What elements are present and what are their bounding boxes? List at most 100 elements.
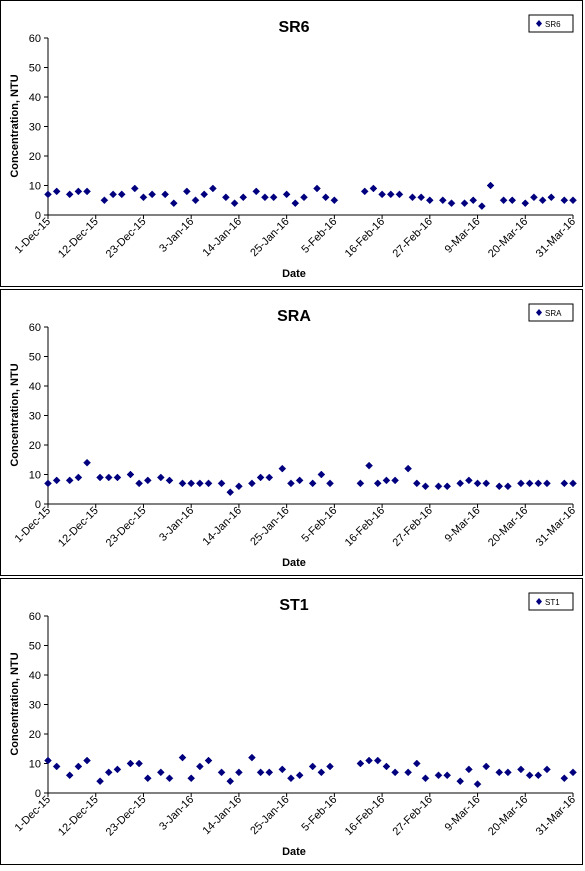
chart-panel-st1: ST1 0 10 20 30 40 50 60 1-Dec-15 12-Dec-15 23-Dec-…	[0, 578, 583, 865]
x-tick-label: 31-Mar-16	[534, 505, 578, 549]
data-point	[382, 476, 391, 485]
data-point	[391, 768, 399, 777]
x-tick-label: 31-Mar-16	[534, 794, 578, 838]
data-point	[300, 193, 308, 202]
y-tick-label: 30	[29, 700, 41, 712]
x-tick-label: 9-Mar-16	[443, 505, 483, 545]
data-point	[83, 756, 91, 765]
data-point	[96, 777, 104, 786]
y-tick-label: 10	[29, 181, 41, 193]
y-axis-label: Concentration, NTU	[9, 74, 21, 177]
data-point	[83, 458, 91, 467]
data-point	[239, 193, 248, 202]
data-point	[317, 768, 326, 777]
data-point	[187, 479, 196, 488]
data-point	[569, 768, 577, 777]
data-point	[74, 762, 83, 771]
legend: ST1	[528, 592, 574, 611]
data-point	[404, 464, 412, 473]
data-point	[235, 768, 243, 777]
data-point	[534, 479, 543, 488]
data-point	[495, 768, 504, 777]
data-point	[326, 762, 334, 771]
data-point	[543, 479, 551, 488]
y-tick-label: 10	[29, 759, 41, 771]
chart-title: SRA	[277, 308, 311, 325]
data-point	[517, 479, 525, 488]
y-tick-label: 40	[29, 670, 41, 682]
data-point	[378, 190, 386, 199]
data-point	[261, 193, 269, 202]
x-tick-label: 5-Feb-16	[299, 794, 339, 834]
data-point	[360, 187, 369, 196]
data-point	[52, 762, 61, 771]
data-point	[317, 470, 326, 479]
data-point	[434, 771, 443, 780]
data-point	[330, 196, 339, 205]
data-point	[248, 753, 256, 762]
legend-marker	[536, 20, 542, 27]
x-axis-label: Date	[282, 846, 306, 858]
data-point	[217, 768, 226, 777]
data-point	[404, 768, 412, 777]
data-point	[44, 756, 52, 765]
data-point	[52, 187, 61, 196]
data-point	[126, 470, 135, 479]
data-point	[269, 193, 278, 202]
data-point	[256, 768, 265, 777]
x-tick-label: 16-Feb-16	[343, 505, 387, 549]
legend: SR6	[528, 14, 574, 33]
data-point	[287, 479, 295, 488]
x-tick-label: 3-Jan-16	[157, 794, 196, 833]
data-point	[143, 774, 152, 783]
data-point	[65, 476, 74, 485]
data-point	[222, 193, 230, 202]
data-point	[373, 479, 382, 488]
data-point	[135, 479, 143, 488]
x-axis-label: Date	[282, 557, 306, 569]
x-tick-label: 3-Jan-16	[157, 216, 196, 255]
data-point	[295, 476, 304, 485]
data-point	[386, 190, 395, 199]
data-point	[530, 193, 538, 202]
data-point	[182, 187, 191, 196]
y-tick-label: 20	[29, 151, 41, 163]
data-point	[486, 181, 495, 190]
data-point	[382, 762, 391, 771]
data-point	[191, 196, 200, 205]
legend-label: SR6	[545, 20, 561, 29]
data-point	[196, 762, 204, 771]
data-point	[473, 780, 482, 789]
data-point	[504, 482, 512, 491]
data-point	[65, 771, 74, 780]
x-tick-label: 1-Dec-15	[13, 505, 53, 545]
data-point	[543, 765, 551, 774]
data-point	[465, 765, 473, 774]
x-tick-label: 23-Dec-15	[104, 794, 149, 839]
chart-st1: ST1 0 10 20 30 40 50 60 1-Dec-15 12-Dec-15 23-Dec-…	[9, 592, 578, 858]
x-tick-label: 12-Dec-15	[56, 505, 101, 550]
data-point	[139, 193, 148, 202]
y-axis-label: Concentration, NTU	[9, 363, 21, 466]
x-tick-label: 25-Jan-16	[248, 505, 292, 549]
data-point	[443, 771, 452, 780]
data-point	[356, 759, 365, 768]
data-point	[156, 473, 165, 482]
x-tick-label: 14-Jan-16	[201, 505, 245, 549]
data-point	[156, 768, 165, 777]
y-tick-label: 60	[29, 322, 41, 334]
data-point	[412, 479, 421, 488]
data-point	[230, 199, 239, 208]
data-point	[569, 196, 577, 205]
data-point	[109, 190, 117, 199]
x-tick-label: 9-Mar-16	[443, 794, 483, 834]
x-tick-label: 9-Mar-16	[443, 216, 483, 256]
data-point	[473, 479, 482, 488]
data-point	[365, 461, 373, 470]
x-axis-label: Date	[282, 268, 306, 280]
x-tick-label: 20-Mar-16	[486, 216, 530, 260]
data-point	[373, 756, 382, 765]
data-point	[287, 774, 295, 783]
data-point	[200, 190, 209, 199]
y-tick-label: 50	[29, 63, 41, 75]
